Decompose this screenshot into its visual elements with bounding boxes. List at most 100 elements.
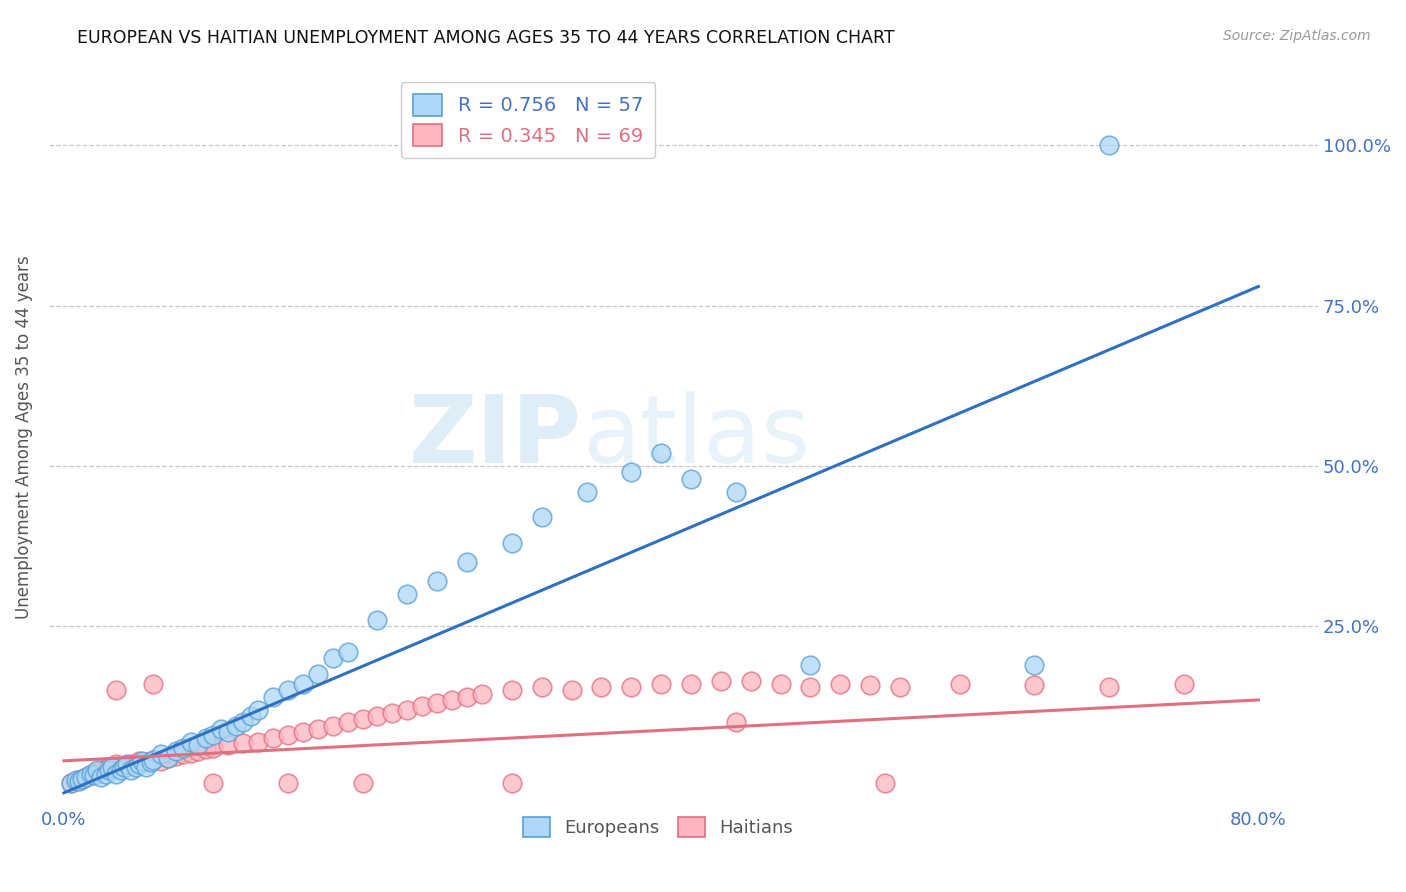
Point <box>411 699 433 714</box>
Point <box>139 755 162 769</box>
Point <box>262 690 284 704</box>
Point <box>262 731 284 746</box>
Y-axis label: Unemployment Among Ages 35 to 44 years: Unemployment Among Ages 35 to 44 years <box>15 255 32 619</box>
Point <box>131 754 153 768</box>
Point <box>396 702 419 716</box>
Point <box>352 712 374 726</box>
Point <box>70 772 93 786</box>
Point <box>740 673 762 688</box>
Point <box>381 706 404 720</box>
Point <box>291 677 314 691</box>
Point <box>426 574 449 589</box>
Point <box>75 770 97 784</box>
Point <box>247 734 270 748</box>
Point <box>202 741 225 756</box>
Point <box>620 680 643 694</box>
Point <box>232 736 254 750</box>
Point <box>830 677 852 691</box>
Point <box>949 677 972 691</box>
Point <box>650 446 672 460</box>
Point <box>679 677 702 691</box>
Point <box>86 765 108 780</box>
Point <box>710 673 733 688</box>
Point <box>65 773 87 788</box>
Point <box>60 776 83 790</box>
Point <box>1024 678 1046 692</box>
Point <box>142 753 165 767</box>
Point <box>202 728 225 742</box>
Point <box>217 738 239 752</box>
Point <box>172 747 194 762</box>
Point <box>352 776 374 790</box>
Point <box>115 757 138 772</box>
Point <box>65 774 87 789</box>
Point <box>456 555 478 569</box>
Point <box>889 680 911 694</box>
Point <box>94 766 117 780</box>
Point <box>80 768 103 782</box>
Point <box>97 764 120 778</box>
Point <box>247 702 270 716</box>
Point <box>277 683 299 698</box>
Point <box>124 760 146 774</box>
Point <box>1173 677 1195 691</box>
Point <box>501 683 523 698</box>
Point <box>307 722 329 736</box>
Point <box>336 715 359 730</box>
Point <box>724 484 747 499</box>
Point <box>1098 138 1121 153</box>
Point <box>217 725 239 739</box>
Point <box>97 760 120 774</box>
Text: atlas: atlas <box>582 391 810 483</box>
Point <box>225 718 247 732</box>
Text: ZIP: ZIP <box>409 391 582 483</box>
Point <box>67 774 90 789</box>
Point <box>322 651 344 665</box>
Point <box>75 770 97 784</box>
Point <box>366 709 388 723</box>
Point <box>180 746 202 760</box>
Point <box>94 762 117 776</box>
Point <box>70 772 93 786</box>
Point <box>157 750 180 764</box>
Point <box>142 677 165 691</box>
Text: EUROPEAN VS HAITIAN UNEMPLOYMENT AMONG AGES 35 TO 44 YEARS CORRELATION CHART: EUROPEAN VS HAITIAN UNEMPLOYMENT AMONG A… <box>77 29 896 46</box>
Point <box>724 715 747 730</box>
Point <box>100 760 122 774</box>
Point <box>67 773 90 788</box>
Point <box>105 757 128 772</box>
Point <box>232 715 254 730</box>
Point <box>60 776 83 790</box>
Point <box>157 750 180 764</box>
Point <box>149 754 172 768</box>
Point <box>456 690 478 704</box>
Point <box>336 645 359 659</box>
Point <box>120 764 142 778</box>
Point <box>112 760 135 774</box>
Point <box>202 776 225 790</box>
Point <box>875 776 897 790</box>
Point <box>112 760 135 774</box>
Point <box>799 680 821 694</box>
Point <box>128 757 150 772</box>
Text: Source: ZipAtlas.com: Source: ZipAtlas.com <box>1223 29 1371 43</box>
Point <box>859 678 882 692</box>
Point <box>561 683 583 698</box>
Point <box>187 738 209 752</box>
Point <box>209 722 232 736</box>
Point <box>187 744 209 758</box>
Point <box>80 766 103 780</box>
Point <box>501 776 523 790</box>
Point <box>83 766 105 780</box>
Point <box>679 472 702 486</box>
Point <box>165 748 187 763</box>
Point <box>83 768 105 782</box>
Point <box>239 709 262 723</box>
Point <box>1024 657 1046 672</box>
Point <box>441 693 464 707</box>
Point <box>105 766 128 780</box>
Point <box>650 677 672 691</box>
Point <box>165 744 187 758</box>
Point <box>620 466 643 480</box>
Point <box>396 587 419 601</box>
